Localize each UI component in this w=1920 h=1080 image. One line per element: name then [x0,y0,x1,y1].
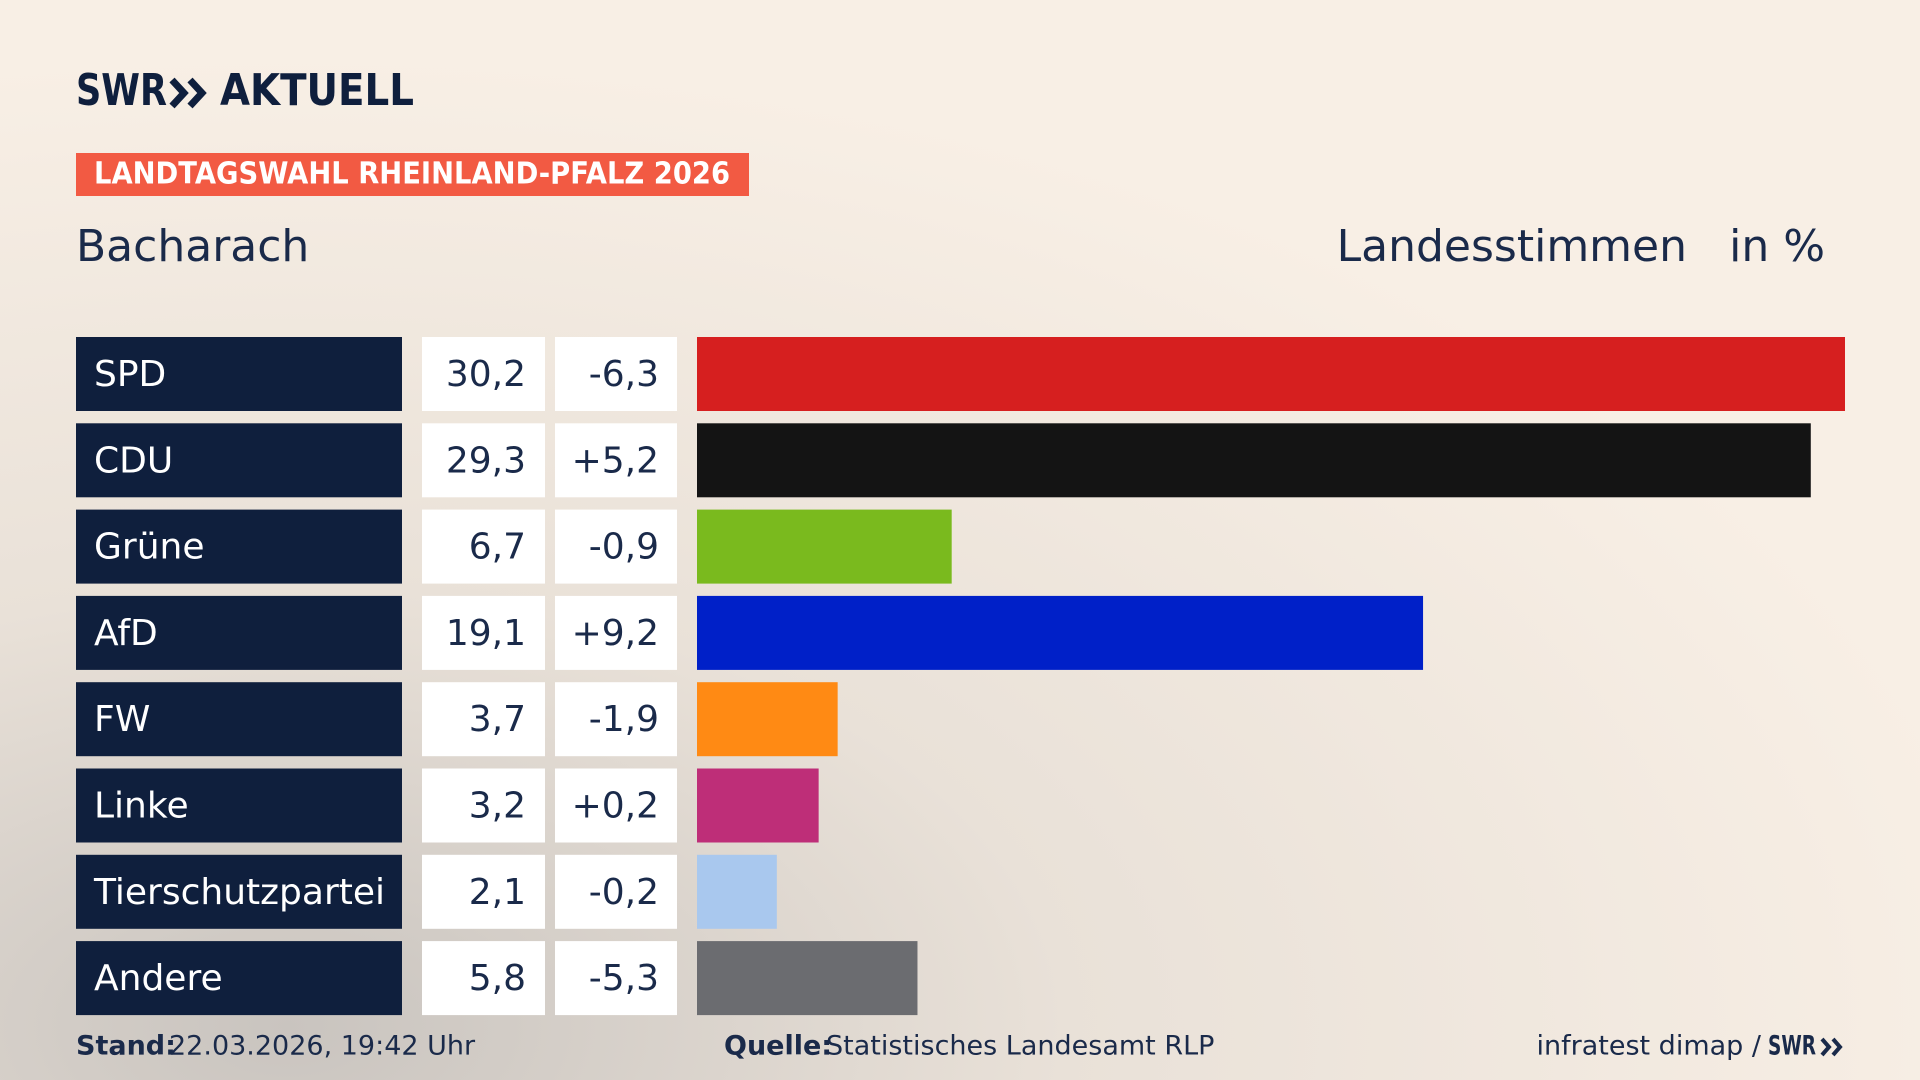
change-box [555,682,677,757]
value-box [422,337,545,411]
change-box [555,941,677,1016]
change-label: -1,9 [589,699,659,740]
value-label: 29,3 [446,440,526,481]
party-box [76,509,402,584]
party-box [76,768,402,843]
bar [697,423,1811,498]
change-box [555,854,677,929]
change-box [555,509,677,584]
change-label: -0,2 [589,872,659,913]
bar [697,768,819,843]
banner: LANDTAGSWAHL RHEINLAND-PFALZ 2026 [94,157,730,192]
party-name: CDU [94,440,173,481]
bar [697,595,1424,670]
brand-section: AKTUELL [220,65,414,116]
source-label: Quelle: [724,1031,832,1062]
party-name: Grüne [94,527,204,568]
value-box [422,854,545,929]
value-box [422,768,545,843]
credit-brand: SWR [1768,1031,1816,1062]
change-label: -6,3 [589,354,659,395]
value-label: 3,2 [469,786,526,827]
bar [697,337,1845,411]
value-label: 3,7 [469,699,526,740]
party-name: Tierschutzpartei [93,872,385,913]
party-box [76,941,402,1016]
credit-chevrons [1820,1037,1843,1057]
party-name: SPD [94,354,166,395]
party-box [76,682,402,757]
bar [697,854,777,929]
change-label: +0,2 [572,786,659,827]
bar [697,682,838,757]
chart-title: Bacharach [76,221,309,272]
value-label: 30,2 [446,354,526,395]
banner-box [76,153,749,196]
value-label: 19,1 [446,613,526,654]
bar [697,941,918,1016]
change-label: -0,9 [589,527,659,568]
change-box [555,423,677,498]
change-box [555,337,677,411]
source: Statistisches Landesamt RLP [826,1031,1214,1062]
value-box [422,595,545,670]
value-label: 5,8 [469,958,526,999]
value-box [422,423,545,498]
value-label: 6,7 [469,527,526,568]
stand-label: Stand: [76,1031,176,1062]
brand-chevrons [169,77,207,109]
credit: infratest dimap / [1536,1031,1761,1062]
party-box [76,337,402,411]
change-label: +5,2 [572,440,659,481]
brand: SWR [76,65,167,116]
party-name: Andere [94,958,223,999]
unit: in % [1729,221,1825,272]
change-box [555,595,677,670]
rows: SPD 30,2 -6,3 CDU 29,3 +5,2 Grüne 6,7 -0,9 AfD 19,… [76,337,1845,1016]
party-name: FW [94,699,150,740]
party-name: Linke [94,786,189,827]
party-box [76,854,402,929]
party-name: AfD [94,613,158,654]
stand: 22.03.2026, 19:42 Uhr [169,1031,476,1062]
measure: Landesstimmen [1337,221,1687,272]
change-box [555,768,677,843]
party-box [76,423,402,498]
change-label: -5,3 [589,958,659,999]
value-box [422,682,545,757]
value-label: 2,1 [469,872,526,913]
value-box [422,941,545,1016]
change-label: +9,2 [572,613,659,654]
bar [697,509,952,584]
party-box [76,595,402,670]
value-box [422,509,545,584]
